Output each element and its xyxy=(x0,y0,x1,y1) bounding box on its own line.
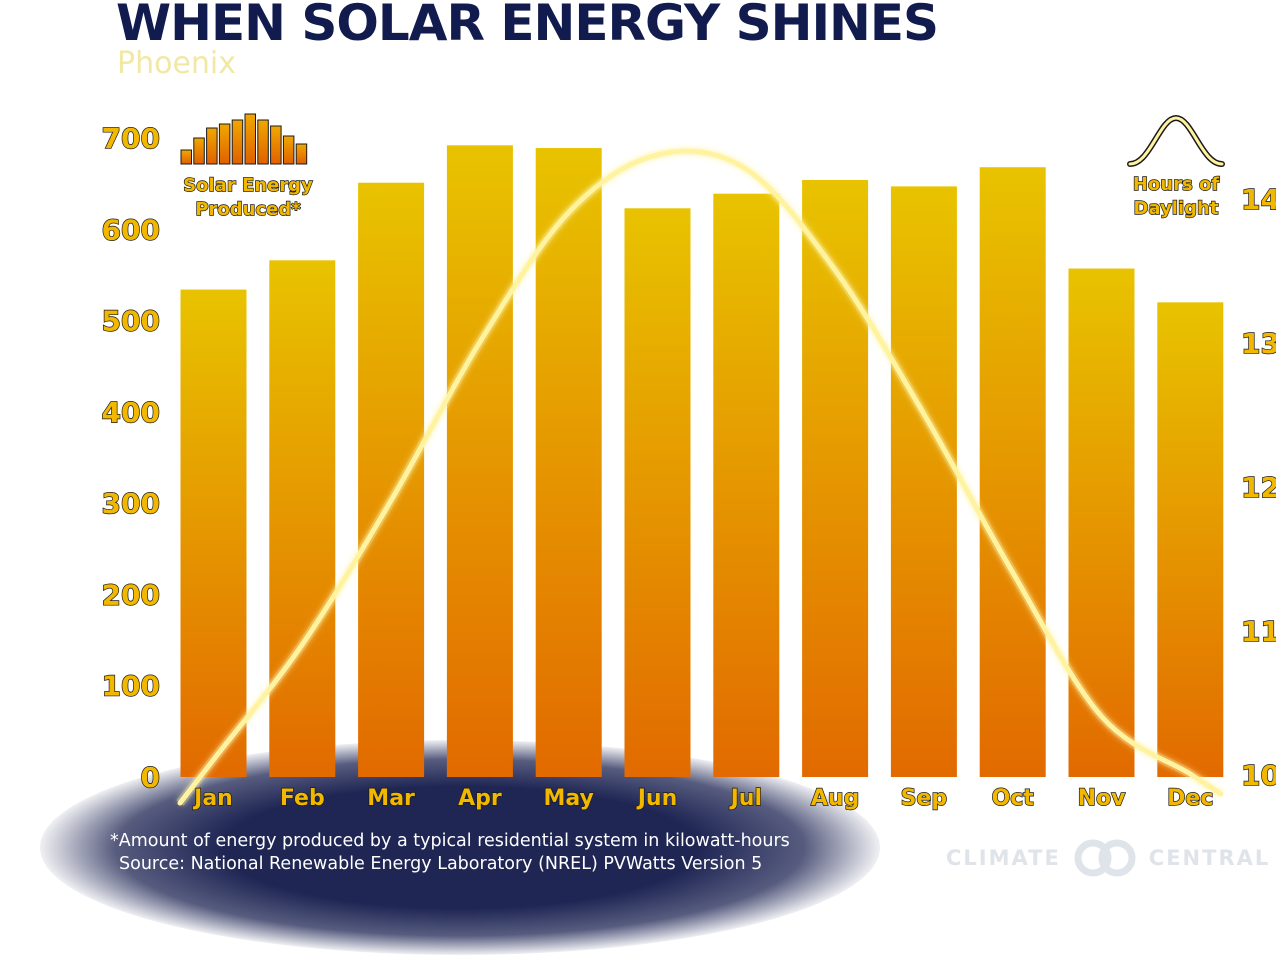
bar-icon-segment xyxy=(295,143,308,165)
bar-icon-segment xyxy=(244,113,256,165)
climate-central-logo: CLIMATE CENTRAL xyxy=(946,838,1270,878)
bar-may xyxy=(535,148,602,777)
bar-icon-segment xyxy=(193,137,205,165)
right-tick-label: 11 xyxy=(1241,615,1276,648)
right-tick-label: 14 xyxy=(1241,183,1276,216)
footnote: *Amount of energy produced by a typical … xyxy=(110,830,790,876)
bar-chart-icon xyxy=(180,113,308,165)
legend-daylight-line2: Daylight xyxy=(1134,198,1219,219)
daylight-line-series xyxy=(176,146,1224,806)
bar-jan xyxy=(180,289,247,777)
legend-solar-line1: Solar Energy xyxy=(183,175,313,196)
left-tick-label: 500 xyxy=(102,305,160,338)
x-tick-label: Aug xyxy=(811,786,859,811)
left-tick-label: 0 xyxy=(141,761,160,794)
footnote-text: *Amount of energy produced by a typical … xyxy=(110,831,790,851)
right-tick-label: 12 xyxy=(1241,471,1276,504)
bar-icon-segment xyxy=(282,135,295,165)
left-tick-label: 600 xyxy=(102,213,160,246)
right-axis-ticks: 10 11 12 13 14 xyxy=(1240,182,1276,792)
bar-series xyxy=(180,145,1224,778)
bar-icon-segment xyxy=(218,123,231,165)
bar-icon-segment xyxy=(231,119,244,165)
logo-word-right: CENTRAL xyxy=(1148,846,1271,870)
bar-jul xyxy=(713,193,780,778)
x-tick-label: Dec xyxy=(1167,786,1213,811)
x-tick-label: Feb xyxy=(280,786,325,811)
bar-nov xyxy=(1068,268,1135,777)
bar-mar xyxy=(358,182,425,778)
right-tick-label: 10 xyxy=(1241,759,1276,792)
x-axis-ticks: Jan Feb Mar Apr May Jun Jul Aug Sep Oct Nov Dec xyxy=(191,785,1214,811)
x-tick-label: Jan xyxy=(192,786,233,811)
daylight-legend: Hours of Daylight xyxy=(1127,114,1225,220)
daylight-line xyxy=(177,148,1224,806)
bar-dec xyxy=(1157,302,1224,777)
bell-curve-icon-inner xyxy=(1128,116,1224,166)
bar-icon-segment xyxy=(257,119,269,165)
bar-icon-segment xyxy=(270,125,282,165)
x-tick-label: Jul xyxy=(729,786,762,811)
chart-subtitle: Phoenix xyxy=(117,46,237,81)
x-tick-label: Oct xyxy=(992,786,1035,811)
left-tick-label: 400 xyxy=(102,396,160,429)
source-text: Source: National Renewable Energy Labora… xyxy=(119,854,763,874)
x-tick-label: May xyxy=(543,786,593,811)
interlocking-circles-icon xyxy=(1074,839,1136,877)
legend-daylight-line1: Hours of xyxy=(1133,174,1219,195)
x-tick-label: Mar xyxy=(367,786,415,811)
x-tick-label: Sep xyxy=(901,786,948,811)
bar-feb xyxy=(269,260,336,777)
right-tick-label: 13 xyxy=(1241,327,1276,360)
bar-aug xyxy=(802,179,869,777)
left-tick-label: 300 xyxy=(102,487,160,520)
bar-sep xyxy=(890,186,957,778)
bar-apr xyxy=(446,145,513,777)
left-tick-label: 700 xyxy=(102,122,160,155)
solar-energy-legend: Solar Energy Produced* xyxy=(180,113,314,221)
left-tick-label: 200 xyxy=(102,578,160,611)
left-axis-ticks: 0 100 200 300 400 500 600 700 xyxy=(101,121,161,794)
left-tick-label: 100 xyxy=(102,670,160,703)
bar-icon-segment xyxy=(206,127,218,165)
bar-jun xyxy=(624,208,691,778)
x-tick-label: Apr xyxy=(458,786,502,811)
bar-oct xyxy=(979,167,1046,777)
x-tick-label: Nov xyxy=(1078,786,1127,811)
x-tick-label: Jun xyxy=(636,786,678,811)
chart-title: WHEN SOLAR ENERGY SHINES xyxy=(116,0,939,52)
legend-solar-line2: Produced* xyxy=(195,199,301,220)
daylight-line-glow xyxy=(176,146,1224,806)
logo-word-left: CLIMATE xyxy=(946,846,1061,870)
bar-icon-segment xyxy=(180,149,192,165)
